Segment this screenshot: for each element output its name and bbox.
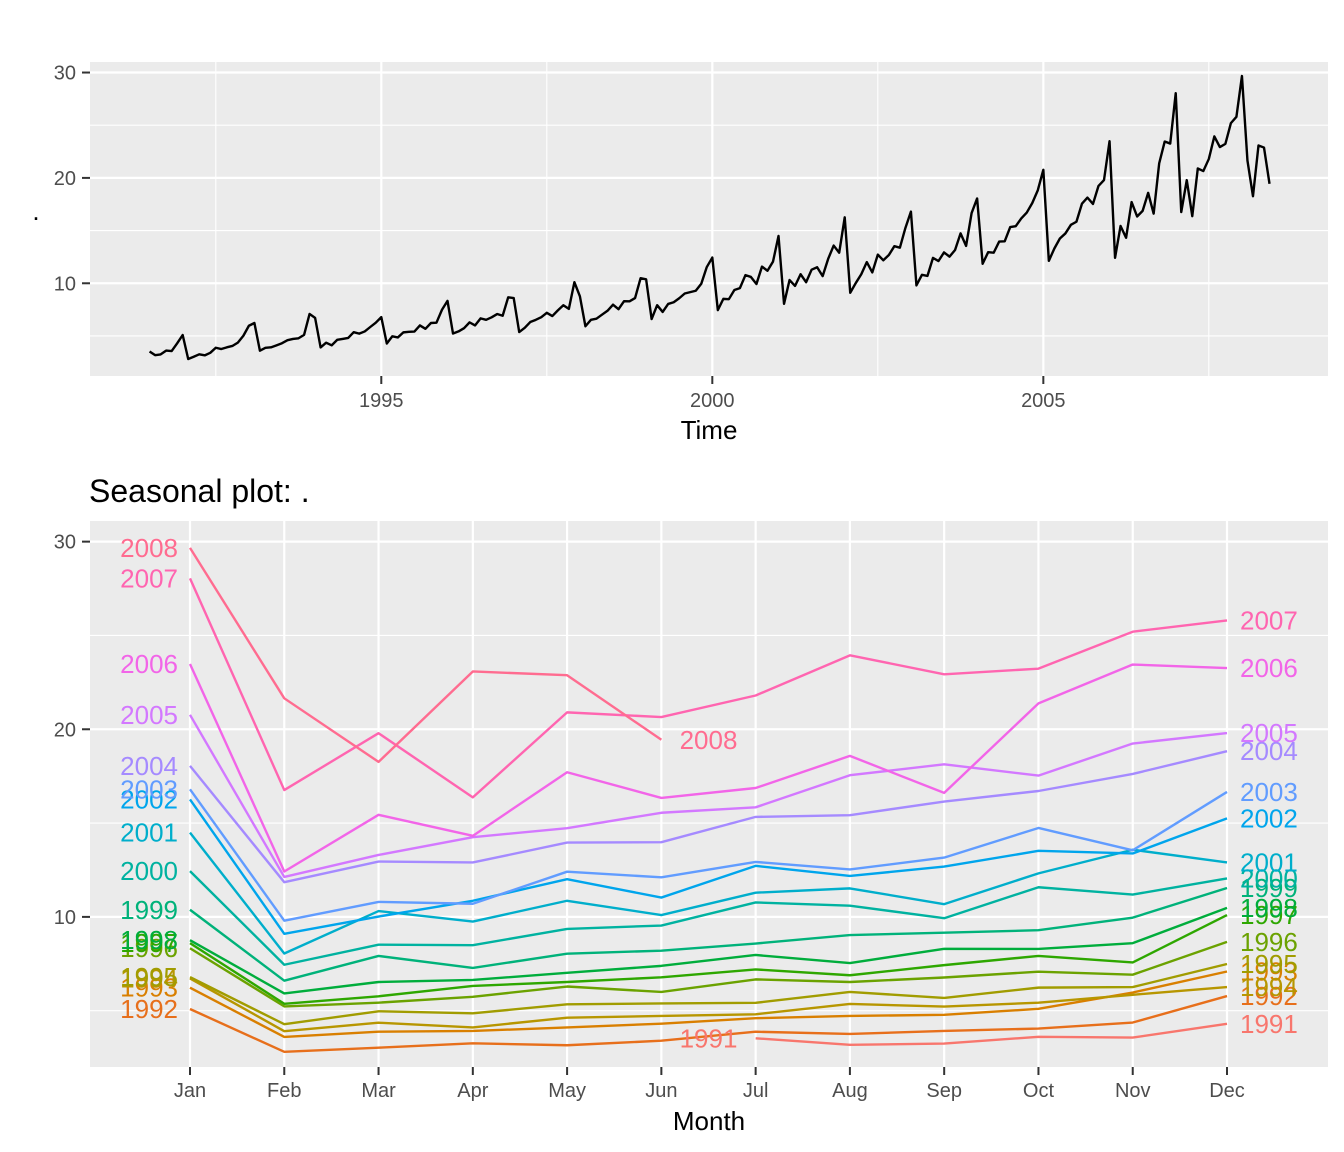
- series-label-right-2004: 2004: [1240, 736, 1298, 766]
- series-label-right-1999: 1999: [1240, 873, 1298, 903]
- y-tick-label: 30: [54, 63, 76, 85]
- seasonal-plot-series-lines: [188, 547, 1228, 1054]
- time-series-line: [148, 74, 1271, 361]
- series-label-left-2004: 2004: [120, 751, 178, 781]
- series-line-1995: [189, 962, 1228, 1026]
- series-label-left-1998: 1998: [120, 925, 178, 955]
- time-series-x-axis: 1995 2000 2005: [359, 376, 1066, 412]
- series-label-left-2006: 2006: [120, 649, 178, 679]
- time-series-panel: 10 20 30 1995 2000 2005 Time .: [32, 62, 1328, 445]
- time-series-plot-background: [90, 62, 1328, 376]
- series-label-right-2003: 2003: [1240, 777, 1298, 807]
- series-label-left-2008: 2008: [120, 533, 178, 563]
- series-label-left-2001: 2001: [120, 818, 178, 848]
- series-label-right-2002: 2002: [1240, 803, 1298, 833]
- series-label-right-1993: 1993: [1240, 956, 1298, 986]
- series-label-left-1991: 1991: [680, 1023, 738, 1053]
- series-label-left-1997: 1997: [120, 928, 178, 958]
- series-label-left-2003: 2003: [120, 774, 178, 804]
- series-label-right-2000: 2000: [1240, 863, 1298, 893]
- series-line-2007: [188, 577, 1228, 799]
- series-line-1992: [189, 994, 1228, 1054]
- series-line-1996: [189, 940, 1228, 1008]
- time-series-x-axis-title: Time: [681, 415, 738, 445]
- x-tick-label: 2005: [1021, 390, 1066, 412]
- series-label-right-2001: 2001: [1240, 847, 1298, 877]
- seasonal-plot-y-axis: 10 20 30: [54, 532, 90, 929]
- x-tick-label-jul: Jul: [743, 1080, 769, 1102]
- x-tick-label-sep: Sep: [926, 1080, 962, 1102]
- series-label-left-1995: 1995: [120, 962, 178, 992]
- series-line-2000: [189, 870, 1228, 966]
- series-label-left-2007: 2007: [120, 563, 178, 593]
- series-label-right-1997: 1997: [1240, 900, 1298, 930]
- series-label-right-1994: 1994: [1240, 972, 1298, 1002]
- time-series-y-axis: 10 20 30: [54, 63, 90, 295]
- time-series-gridlines: [90, 62, 1328, 376]
- series-label-left-1992: 1992: [120, 994, 178, 1024]
- series-label-right-2005: 2005: [1240, 718, 1298, 748]
- seasonal-plot-x-axis-title: Month: [673, 1106, 745, 1136]
- series-label-right-1991: 1991: [1240, 1009, 1298, 1039]
- series-line-1991: [755, 1022, 1228, 1047]
- y-tick-label: 20: [54, 168, 76, 190]
- y-tick-label: 20: [54, 719, 76, 741]
- x-tick-label-dec: Dec: [1209, 1080, 1245, 1102]
- series-line-1993: [189, 970, 1228, 1039]
- series-label-left-1993: 1993: [120, 973, 178, 1003]
- y-tick-label: 10: [54, 273, 76, 295]
- series-label-left-1994: 1994: [120, 963, 178, 993]
- series-label-left-2005: 2005: [120, 700, 178, 730]
- x-tick-label-oct: Oct: [1023, 1080, 1055, 1102]
- x-tick-label-feb: Feb: [267, 1080, 301, 1102]
- series-line-1999: [189, 886, 1228, 982]
- series-line-2003: [189, 788, 1228, 922]
- series-label-right-2006: 2006: [1240, 653, 1298, 683]
- x-tick-label-aug: Aug: [832, 1080, 868, 1102]
- seasonal-plot-gridlines: [90, 521, 1328, 1067]
- series-label-right-1998: 1998: [1240, 893, 1298, 923]
- series-line-1997: [189, 913, 1228, 1005]
- time-series-y-axis-title: .: [32, 196, 39, 226]
- x-tick-label-jan: Jan: [174, 1080, 206, 1102]
- seasonal-plot-x-axis: Jan Feb Mar Apr May Jun Jul Aug Sep Oct Nov Dec: [174, 1067, 1245, 1102]
- series-label-left-1996: 1996: [120, 933, 178, 963]
- series-line-2004: [189, 750, 1228, 884]
- series-line-2006: [188, 663, 1228, 873]
- time-series-line-group: [148, 74, 1271, 361]
- series-label-right-2008: 2008: [680, 725, 738, 755]
- series-line-1998: [189, 906, 1228, 995]
- y-tick-label: 10: [54, 907, 76, 929]
- series-line-1994: [189, 977, 1228, 1033]
- series-label-right-1992: 1992: [1240, 981, 1298, 1011]
- seasonal-plot-title: Seasonal plot: .: [89, 473, 310, 509]
- x-tick-label: 1995: [359, 390, 404, 412]
- x-tick-label-mar: Mar: [361, 1080, 396, 1102]
- series-label-left-2002: 2002: [120, 784, 178, 814]
- series-line-2002: [189, 798, 1228, 935]
- series-label-left-2000: 2000: [120, 856, 178, 886]
- x-tick-label-jun: Jun: [645, 1080, 677, 1102]
- series-label-right-2007: 2007: [1240, 605, 1298, 635]
- series-line-2001: [189, 831, 1228, 955]
- series-line-2005: [188, 714, 1228, 879]
- series-label-right-1995: 1995: [1240, 949, 1298, 979]
- x-tick-label-apr: Apr: [457, 1080, 488, 1102]
- series-line-2008: [188, 547, 663, 764]
- series-label-left-1999: 1999: [120, 895, 178, 925]
- series-label-right-1996: 1996: [1240, 927, 1298, 957]
- x-tick-label-nov: Nov: [1115, 1080, 1151, 1102]
- x-tick-label-may: May: [548, 1080, 586, 1102]
- x-tick-label: 2000: [690, 390, 735, 412]
- y-tick-label: 30: [54, 532, 76, 554]
